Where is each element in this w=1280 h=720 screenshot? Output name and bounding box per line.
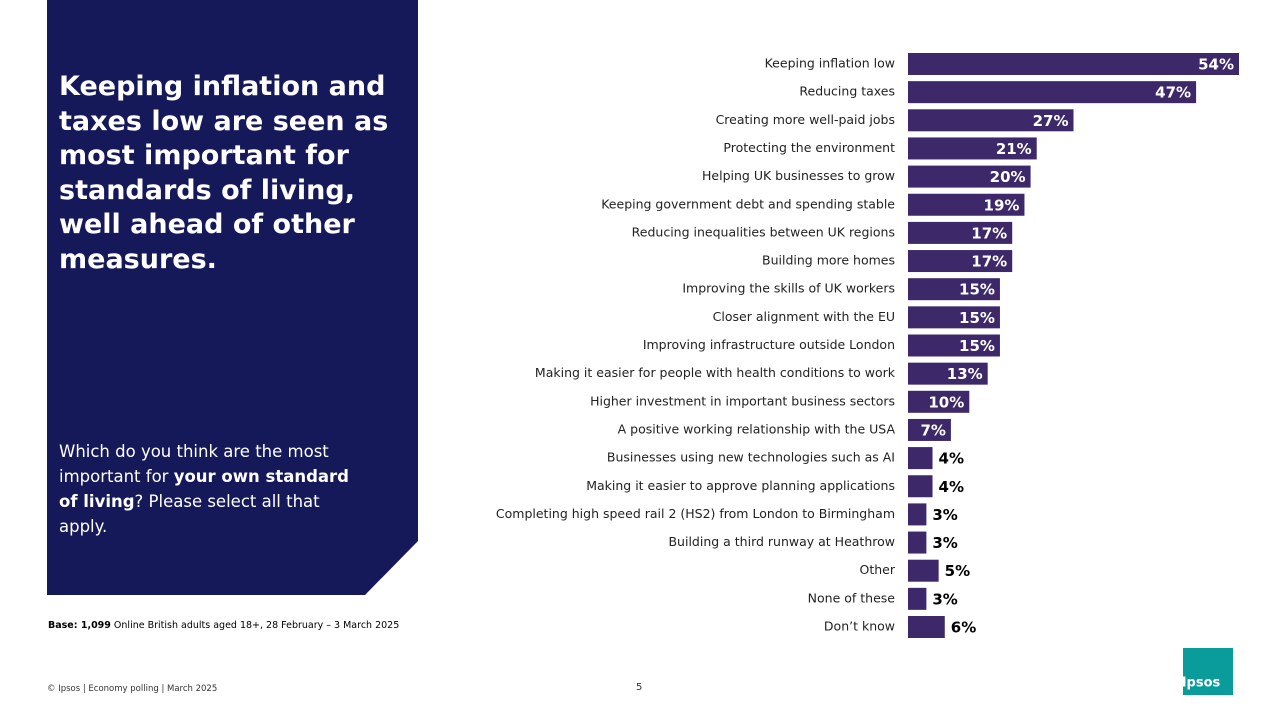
value-label: 3% — [932, 506, 957, 524]
bar — [908, 306, 1000, 329]
value-label: 3% — [932, 590, 957, 608]
value-label: 3% — [932, 534, 957, 552]
bar — [908, 109, 1074, 132]
bar — [908, 447, 933, 470]
text-part: Online British adults aged 18+, 28 Febru… — [110, 620, 400, 631]
category-label: Businesses using new technologies such a… — [607, 450, 895, 465]
logo-box — [1183, 648, 1233, 695]
value-label: 19% — [984, 196, 1020, 214]
value-label: 54% — [1198, 56, 1234, 74]
category-label: Reducing taxes — [799, 84, 895, 99]
category-label: Closer alignment with the EU — [713, 309, 895, 324]
value-label: 15% — [959, 309, 995, 327]
bar — [908, 137, 1037, 160]
value-label: 5% — [945, 562, 970, 580]
bar — [908, 250, 1013, 273]
logo-text: Ipsos — [1182, 676, 1221, 691]
question: Which do you think are the most importan… — [59, 439, 359, 539]
category-label: Building more homes — [762, 253, 895, 268]
category-label: Improving infrastructure outside London — [643, 337, 895, 352]
category-label: A positive working relationship with the… — [618, 421, 896, 436]
category-label: Reducing inequalities between UK regions — [632, 224, 895, 239]
headline: Keeping inflation and taxes low are seen… — [59, 71, 389, 275]
bar — [908, 53, 1239, 75]
value-label: 4% — [939, 478, 964, 496]
bar — [908, 334, 1000, 357]
value-label: 20% — [990, 168, 1026, 186]
category-label: Improving the skills of UK workers — [682, 281, 895, 296]
bar — [908, 165, 1031, 188]
category-label: Protecting the environment — [723, 140, 895, 155]
value-label: 13% — [947, 365, 983, 383]
text-part: ? Please select all that apply. — [59, 492, 320, 536]
category-label: Keeping government debt and spending sta… — [601, 196, 895, 211]
bar — [908, 418, 951, 441]
bar — [908, 531, 927, 554]
value-label: 21% — [996, 140, 1032, 158]
category-label: Keeping inflation low — [765, 56, 895, 71]
bar — [908, 390, 970, 413]
category-label: Don’t know — [824, 619, 895, 634]
page-number: 5 — [636, 682, 643, 693]
bar — [908, 559, 939, 582]
value-label: 6% — [951, 619, 976, 637]
bar — [908, 81, 1197, 104]
category-label: None of these — [808, 590, 896, 605]
value-label: 4% — [939, 450, 964, 468]
title-panel — [47, 0, 418, 595]
category-label: Helping UK businesses to grow — [702, 168, 895, 183]
value-label: 15% — [959, 281, 995, 299]
bar — [908, 278, 1000, 301]
bar — [908, 587, 927, 610]
category-label: Building a third runway at Heathrow — [668, 534, 895, 549]
text-part: your own standard of living — [59, 467, 349, 511]
value-label: 15% — [959, 337, 995, 355]
footer: © Ipsos | Economy polling | March 2025 — [47, 684, 218, 694]
category-label: Completing high speed rail 2 (HS2) from … — [496, 506, 895, 521]
category-label: Creating more well-paid jobs — [716, 112, 895, 127]
category-label: Making it easier for people with health … — [535, 365, 896, 380]
value-label: 17% — [971, 253, 1007, 271]
category-label: Making it easier to approve planning app… — [586, 478, 895, 493]
value-label: 47% — [1155, 84, 1191, 102]
text-part: Which do you think are the most importan… — [59, 442, 329, 486]
value-label: 27% — [1033, 112, 1069, 130]
value-label: 10% — [928, 393, 964, 411]
value-label: 17% — [971, 224, 1007, 242]
value-label: 7% — [920, 421, 945, 439]
bar — [908, 193, 1025, 216]
text-part: Base: 1,099 — [48, 620, 111, 631]
bar — [908, 221, 1013, 244]
base-note: Base: 1,099 Online British adults aged 1… — [48, 620, 399, 631]
bar — [908, 362, 988, 385]
category-label: Other — [860, 562, 896, 577]
category-label: Higher investment in important business … — [590, 393, 895, 408]
bar — [908, 616, 945, 638]
bar — [908, 475, 933, 498]
bar — [908, 503, 927, 526]
